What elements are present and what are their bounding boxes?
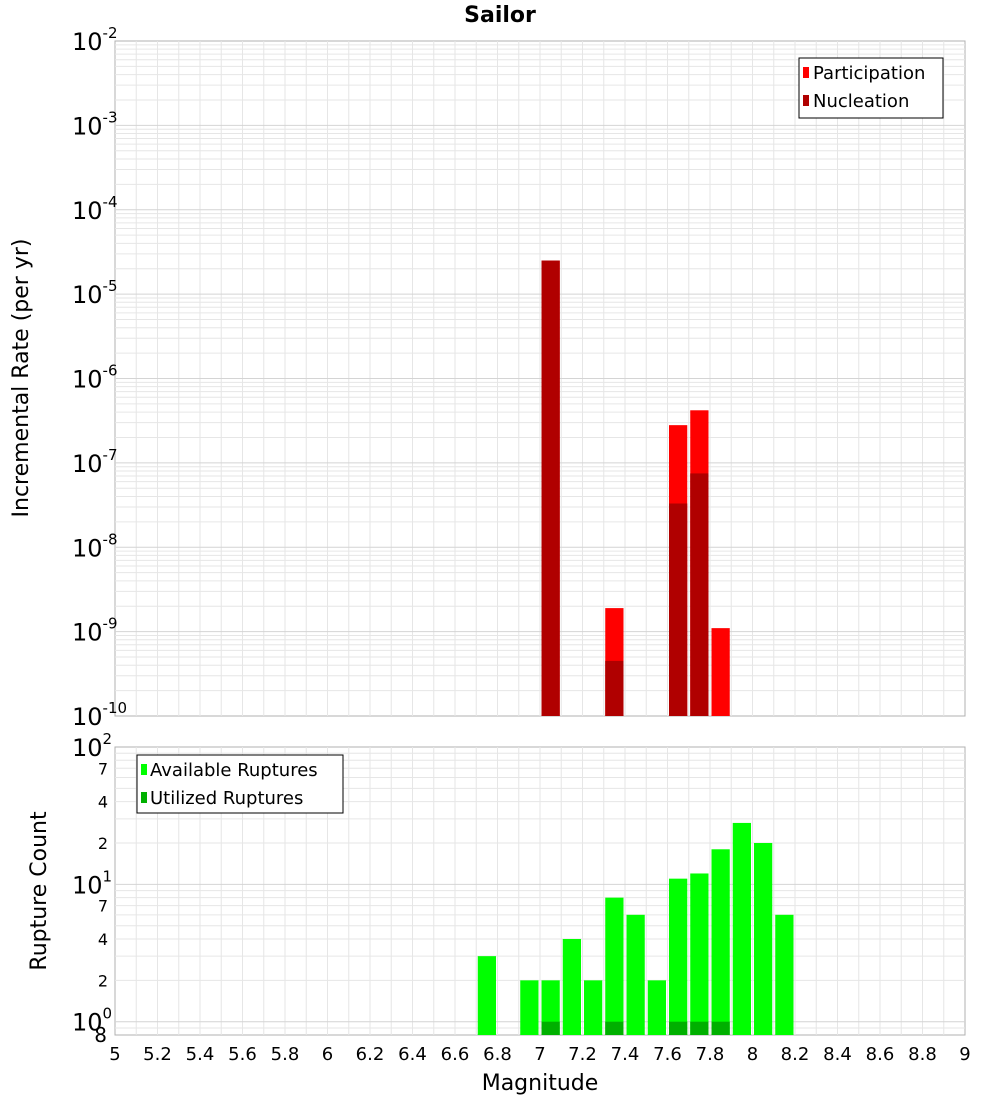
- y-tick-label: 10-7: [72, 446, 118, 478]
- bar-available-ruptures: [754, 843, 773, 1035]
- bottom-bars: [477, 822, 794, 1035]
- bottom-y-axis-label: Rupture Count: [27, 811, 52, 971]
- x-tick-label: 6: [322, 1044, 333, 1065]
- x-tick-label: 6.6: [441, 1044, 470, 1065]
- bar-available-ruptures: [775, 914, 794, 1035]
- bar-nucleation: [541, 260, 560, 716]
- y-tick-label: 102: [72, 730, 112, 762]
- x-tick-label: 8.8: [908, 1044, 937, 1065]
- top-y-axis-label: Incremental Rate (per yr): [9, 239, 34, 518]
- x-tick-label: 8.4: [823, 1044, 852, 1065]
- x-tick-label: 5: [109, 1044, 120, 1065]
- x-tick-label: 9: [959, 1044, 970, 1065]
- legend-swatch-participation: [803, 67, 809, 78]
- bar-available-ruptures: [605, 897, 624, 1035]
- y-tick-label: 4: [98, 793, 108, 812]
- top-grid: [115, 41, 965, 716]
- y-tick-label: 10-3: [72, 108, 118, 140]
- x-tick-label: 5.8: [271, 1044, 300, 1065]
- bar-utilized-ruptures: [669, 1021, 688, 1035]
- bottom-legend-box: [136, 754, 344, 814]
- y-tick-label: 10-9: [72, 615, 118, 647]
- bar-available-ruptures: [711, 849, 730, 1035]
- bar-available-ruptures: [626, 914, 645, 1035]
- y-tick-label: 10-8: [72, 530, 118, 562]
- y-tick-label: 101: [72, 867, 112, 899]
- y-tick-label: 10-2: [72, 24, 118, 56]
- y-tick-label: 10-6: [72, 362, 118, 394]
- x-tick-label: 6.2: [356, 1044, 385, 1065]
- x-tick-label: 5.6: [228, 1044, 257, 1065]
- x-tick-label: 7: [534, 1044, 545, 1065]
- x-tick-label: 7.6: [653, 1044, 682, 1065]
- bar-nucleation: [690, 473, 709, 716]
- bar-participation: [711, 628, 730, 716]
- x-tick-label: 5.2: [143, 1044, 172, 1065]
- legend-swatch-nucleation: [803, 95, 809, 106]
- bar-available-ruptures: [690, 873, 709, 1035]
- x-tick-label: 7.2: [568, 1044, 597, 1065]
- legend-label-utilized: Utilized Ruptures: [150, 788, 303, 809]
- x-tick-label: 6.8: [483, 1044, 512, 1065]
- bar-available-ruptures: [647, 980, 666, 1035]
- x-tick-label: 7.4: [611, 1044, 640, 1065]
- y-tick-label: 10-10: [72, 699, 127, 731]
- legend-label-available: Available Ruptures: [150, 760, 318, 781]
- x-tick-label: 7.8: [696, 1044, 725, 1065]
- bar-nucleation: [605, 660, 624, 716]
- y-tick-label: 100: [72, 1005, 112, 1037]
- bar-utilized-ruptures: [541, 1021, 560, 1035]
- y-tick-label: 2: [98, 971, 108, 990]
- bar-utilized-ruptures: [690, 1021, 709, 1035]
- legend-label-participation: Participation: [813, 63, 925, 84]
- top-y-tick-labels: 10-2 10-3 10-4 10-5 10-6 10-7 10-8 10-9 10-10: [72, 24, 127, 731]
- bar-available-ruptures: [520, 980, 539, 1035]
- x-tick-label: 5.4: [186, 1044, 215, 1065]
- top-legend: Participation Nucleation: [798, 57, 944, 119]
- chart-title: Sailor: [464, 3, 536, 28]
- top-legend-box: [798, 57, 944, 119]
- y-tick-label: 7: [98, 897, 108, 916]
- y-tick-label: 8: [94, 1023, 107, 1047]
- x-tick-label: 6.4: [398, 1044, 427, 1065]
- bar-utilized-ruptures: [605, 1021, 624, 1035]
- x-tick-labels: 5 5.2 5.4 5.6 5.8 6 6.2 6.4 6.6 6.8 7 7.2 7.4 7.6 7.8 8…: [109, 1044, 970, 1065]
- bar-available-ruptures: [732, 822, 751, 1035]
- bar-utilized-ruptures: [711, 1021, 730, 1035]
- legend-swatch-available: [141, 764, 147, 775]
- y-tick-label: 4: [98, 930, 108, 949]
- y-tick-label: 10-4: [72, 193, 118, 225]
- bar-available-ruptures: [584, 980, 603, 1035]
- bar-available-ruptures: [477, 956, 496, 1035]
- bar-available-ruptures: [541, 980, 560, 1035]
- x-tick-label: 8: [747, 1044, 758, 1065]
- y-tick-label: 2: [98, 834, 108, 853]
- x-tick-label: 8.6: [866, 1044, 895, 1065]
- bar-available-ruptures: [669, 878, 688, 1035]
- x-axis-label: Magnitude: [482, 1071, 599, 1096]
- y-tick-label: 7: [98, 759, 108, 778]
- legend-swatch-utilized: [141, 792, 147, 803]
- top-bars: [541, 260, 730, 716]
- y-tick-label: 10-5: [72, 277, 118, 309]
- bottom-legend: Available Ruptures Utilized Ruptures: [136, 754, 344, 814]
- bar-nucleation: [669, 503, 688, 716]
- x-tick-label: 8.2: [781, 1044, 810, 1065]
- legend-label-nucleation: Nucleation: [813, 91, 909, 112]
- bar-available-ruptures: [562, 939, 581, 1035]
